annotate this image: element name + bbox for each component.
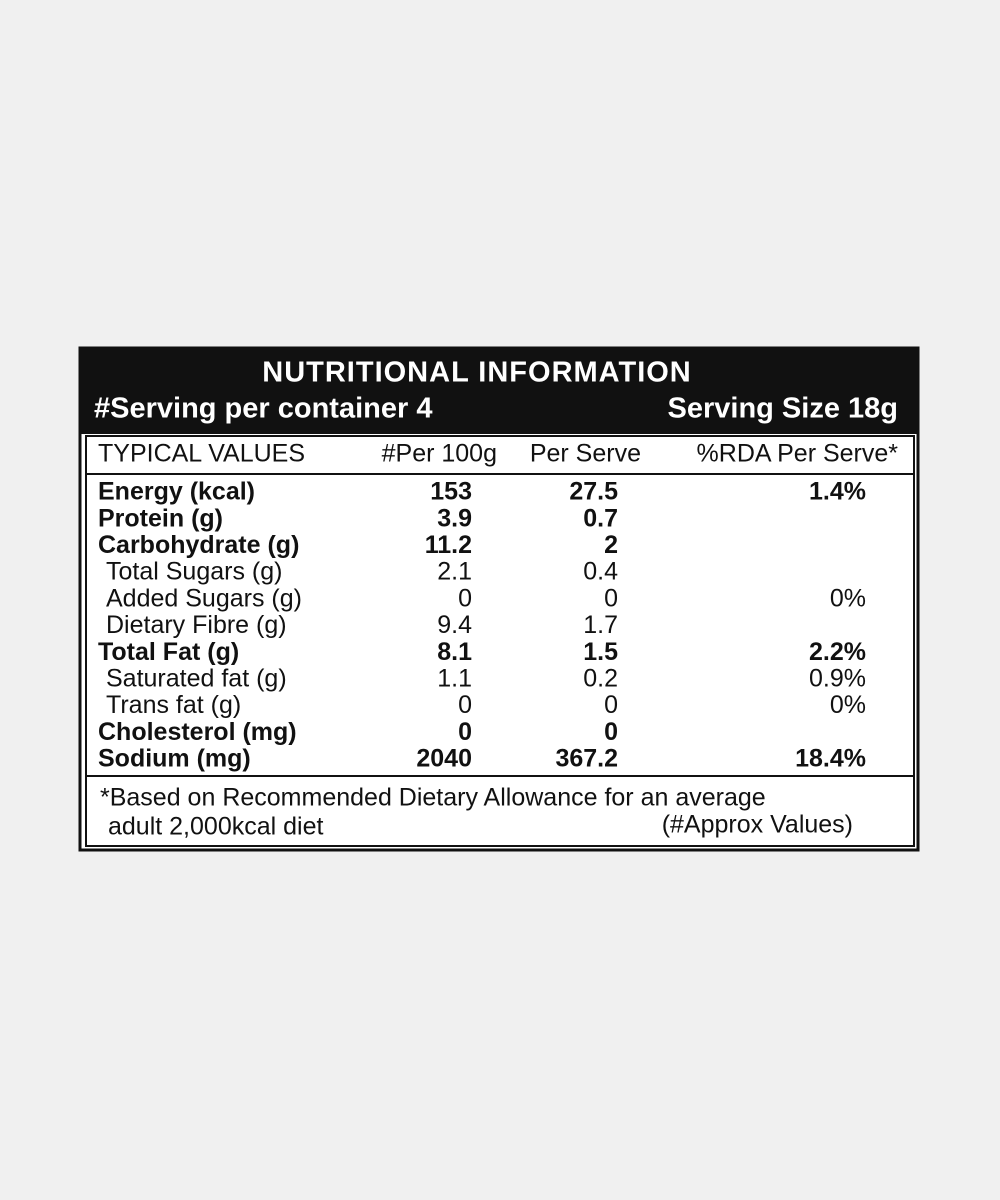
per-serve: 0 (604, 691, 618, 719)
per-serve: 1.7 (583, 611, 618, 639)
row-name: Total Fat (g) (98, 638, 239, 666)
per-serve: 0.7 (583, 504, 618, 532)
footer-box (85, 775, 915, 847)
column-header: Per Serve (530, 440, 641, 468)
per-serve: 27.5 (569, 478, 618, 506)
rda: 1.4% (809, 478, 866, 506)
row-name: Trans fat (g) (106, 691, 241, 719)
row-name: Sodium (mg) (98, 745, 251, 773)
servings: #Serving per container 4 (94, 393, 432, 425)
row-name: Carbohydrate (g) (98, 531, 299, 559)
row-name: Energy (kcal) (98, 478, 255, 506)
per-100g: 1.1 (437, 665, 472, 693)
rda: 0% (830, 584, 866, 612)
per-serve: 0 (604, 584, 618, 612)
per-serve: 367.2 (555, 745, 618, 773)
row-name: Dietary Fibre (g) (106, 611, 287, 639)
footer-approx: (#Approx Values) (662, 811, 853, 839)
per-100g: 2040 (416, 745, 472, 773)
body-box (85, 473, 915, 777)
per-100g: 9.4 (437, 611, 472, 639)
column-header: #Per 100g (382, 440, 497, 468)
per-100g: 11.2 (425, 531, 472, 559)
serving-size: Serving Size 18g (668, 393, 899, 425)
row-name: Saturated fat (g) (106, 665, 287, 693)
row-name: Protein (g) (98, 504, 223, 532)
title: NUTRITIONAL INFORMATION (262, 357, 692, 389)
column-header: %RDA Per Serve* (697, 440, 899, 468)
per-100g: 2.1 (437, 558, 472, 586)
per-100g: 153 (430, 478, 472, 506)
per-serve: 0 (604, 718, 618, 746)
rows: Energy (kcal) 153 27.5 1.4% Protein (g) 3.9 0.… (98, 478, 866, 773)
row-name: Cholesterol (mg) (98, 718, 297, 746)
per-100g: 8.1 (437, 638, 472, 666)
rda: 0.9% (809, 665, 866, 693)
footer-note: adult 2,000kcal diet (108, 813, 323, 841)
rda: 2.2% (809, 638, 866, 666)
column-header-box (85, 435, 915, 475)
per-serve: 0.4 (583, 558, 618, 586)
footer-note: *Based on Recommended Dietary Allowance … (100, 784, 766, 812)
per-serve: 0.2 (583, 665, 618, 693)
per-100g: 3.9 (437, 504, 472, 532)
per-serve: 1.5 (583, 638, 618, 666)
rda: 0% (830, 691, 866, 719)
per-100g: 0 (458, 584, 472, 612)
header-band (80, 348, 918, 434)
per-100g: 0 (458, 718, 472, 746)
per-serve: 2 (604, 531, 618, 559)
row-name: Total Sugars (g) (106, 558, 282, 586)
rda: 18.4% (795, 745, 866, 773)
per-100g: 0 (458, 691, 472, 719)
column-header: TYPICAL VALUES (98, 440, 305, 468)
row-name: Added Sugars (g) (106, 584, 302, 612)
